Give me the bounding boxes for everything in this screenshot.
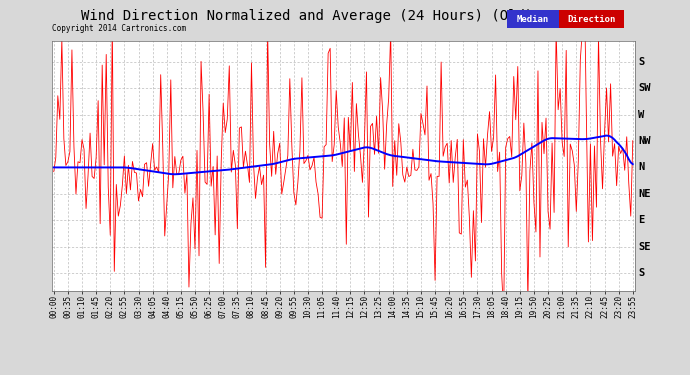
Text: E: E xyxy=(638,215,644,225)
Text: Direction: Direction xyxy=(567,15,616,24)
Text: Wind Direction Normalized and Average (24 Hours) (Old) 20140528: Wind Direction Normalized and Average (2… xyxy=(81,9,609,23)
Text: SE: SE xyxy=(638,242,651,252)
Text: S: S xyxy=(638,57,644,67)
Text: Copyright 2014 Cartronics.com: Copyright 2014 Cartronics.com xyxy=(52,24,186,33)
Text: S: S xyxy=(638,268,644,278)
Text: Median: Median xyxy=(517,15,549,24)
Text: W: W xyxy=(638,110,644,120)
Text: NW: NW xyxy=(638,136,651,146)
Text: NE: NE xyxy=(638,189,651,199)
Text: N: N xyxy=(638,162,644,172)
Text: SW: SW xyxy=(638,83,651,93)
